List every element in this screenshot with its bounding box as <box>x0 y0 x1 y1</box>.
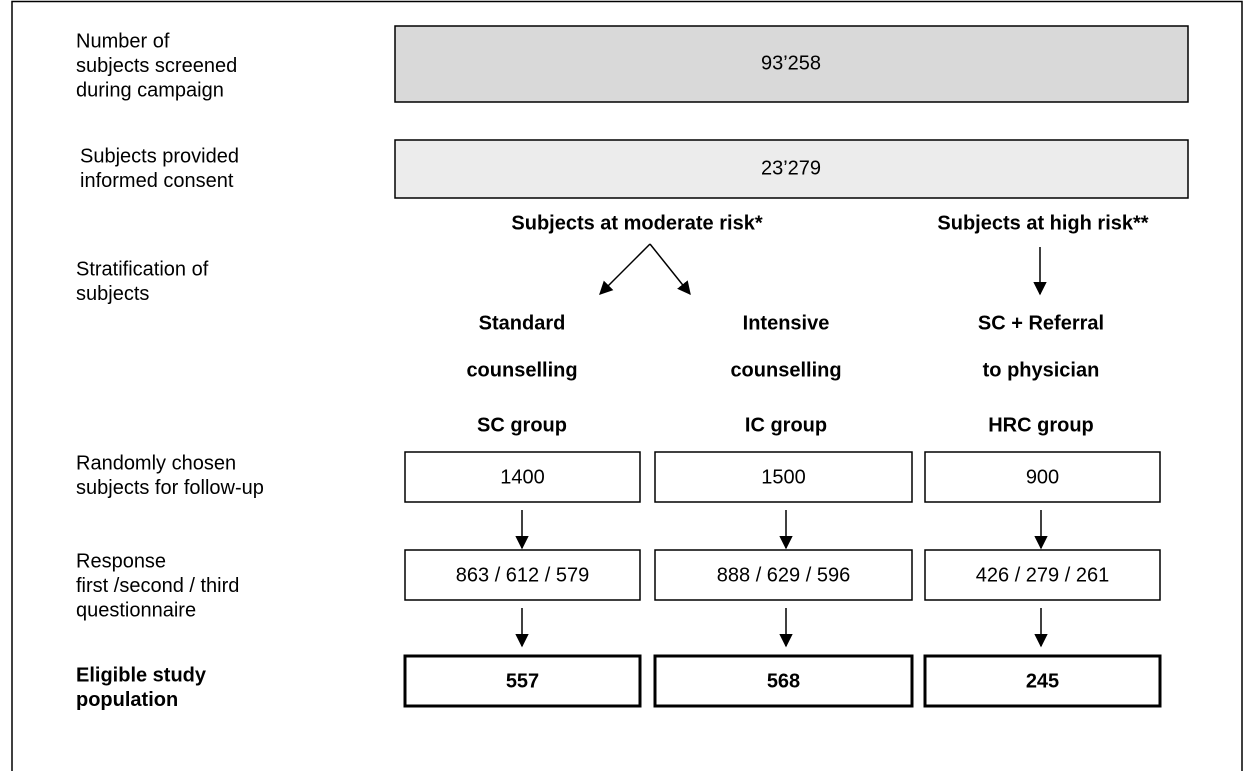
row-label: Eligible study <box>76 664 207 686</box>
followup-value: 1400 <box>500 466 545 488</box>
row-label: subjects screened <box>76 55 237 77</box>
row-label: first /second / third <box>76 575 239 597</box>
group-name: HRC group <box>988 414 1094 436</box>
response-box <box>404 549 641 601</box>
group-name: IC group <box>745 414 827 436</box>
treatment: to physician <box>983 359 1100 381</box>
eligible-value: 245 <box>1026 670 1059 692</box>
screened-box <box>394 25 1189 103</box>
followup-box <box>924 451 1161 503</box>
row-label: population <box>76 689 178 711</box>
eligible-value: 568 <box>767 670 800 692</box>
treatment: SC + Referral <box>978 312 1104 334</box>
row-label: Subjects provided <box>80 145 239 167</box>
followup-box <box>654 451 913 503</box>
treatment: Intensive <box>743 312 830 334</box>
row-label: subjects <box>76 283 149 305</box>
eligible-box <box>403 654 642 708</box>
response-box <box>654 549 913 601</box>
eligible-box <box>923 654 1162 708</box>
treatment: Standard <box>479 312 566 334</box>
eligible-box <box>653 654 914 708</box>
arrows <box>599 243 1047 296</box>
row-label: during campaign <box>76 79 224 101</box>
consent-box <box>394 139 1189 199</box>
followup-box <box>404 451 641 503</box>
treatment: counselling <box>466 359 577 381</box>
group-name: SC group <box>477 414 567 436</box>
row-label: Number of <box>76 30 170 52</box>
screened-count: 93’258 <box>761 52 821 74</box>
frame <box>11 0 1243 771</box>
row-label: Randomly chosen <box>76 452 236 474</box>
risk-high: Subjects at high risk** <box>937 212 1148 234</box>
response-value: 863 / 612 / 579 <box>456 564 589 586</box>
row-label: Stratification of <box>76 258 209 280</box>
row-label: questionnaire <box>76 599 196 621</box>
response-value: 888 / 629 / 596 <box>717 564 850 586</box>
row-label: subjects for follow-up <box>76 477 264 499</box>
consent-count: 23’279 <box>761 157 821 179</box>
row-label: Response <box>76 550 166 572</box>
followup-value: 1500 <box>761 466 806 488</box>
row-label: informed consent <box>80 170 234 192</box>
response-box <box>924 549 1161 601</box>
risk-moderate: Subjects at moderate risk* <box>511 212 762 234</box>
treatment: counselling <box>730 359 841 381</box>
response-value: 426 / 279 / 261 <box>976 564 1109 586</box>
followup-value: 900 <box>1026 466 1059 488</box>
eligible-value: 557 <box>506 670 539 692</box>
